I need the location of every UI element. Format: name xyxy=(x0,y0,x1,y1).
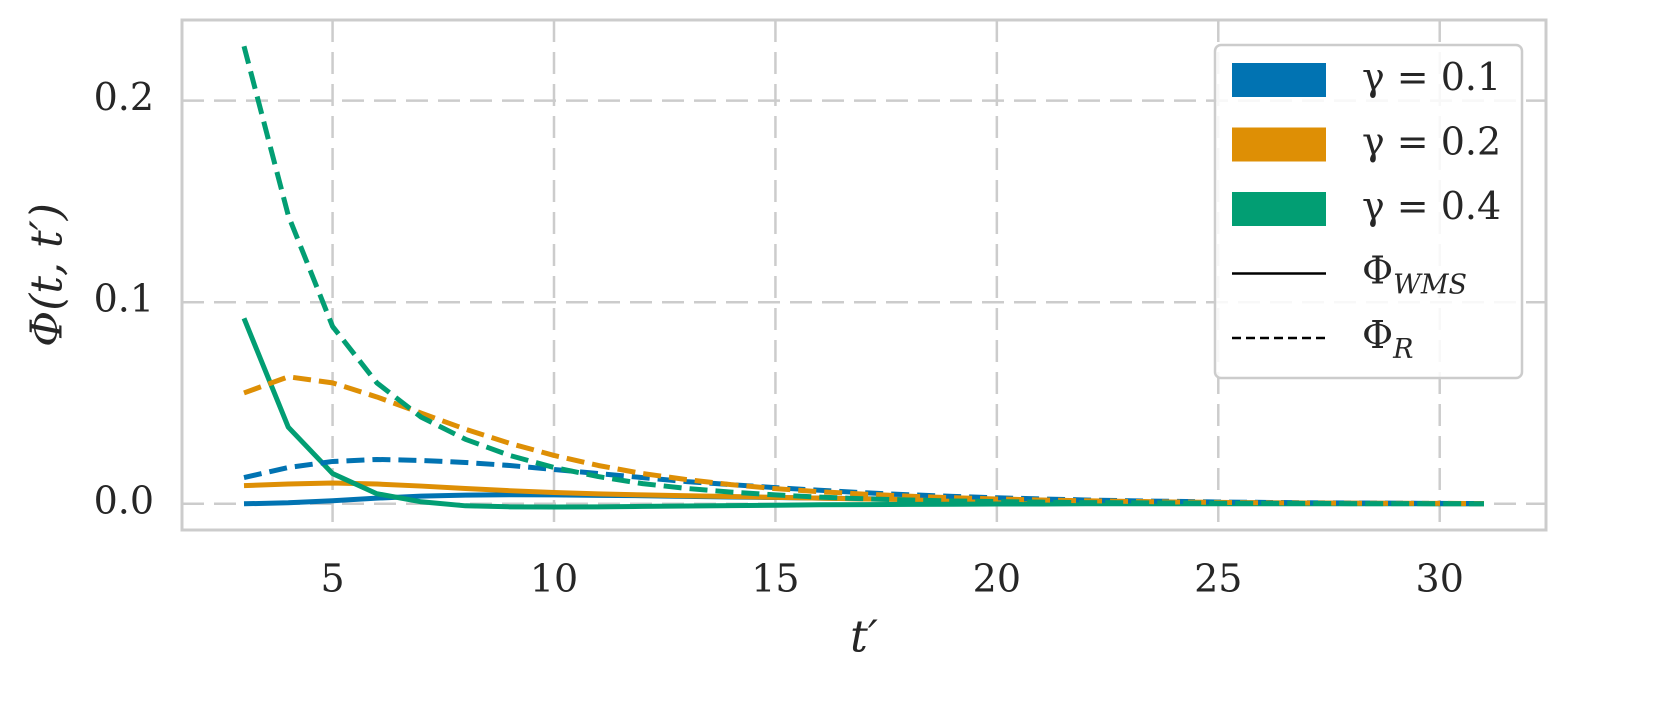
legend-label-main: γ = 0.2 xyxy=(1362,119,1501,163)
legend-label-main: Φ xyxy=(1362,313,1393,357)
legend-patch xyxy=(1232,63,1326,97)
legend-label: ΦWMS xyxy=(1362,248,1467,300)
x-tick-label: 15 xyxy=(751,557,799,601)
legend-label: γ = 0.1 xyxy=(1362,55,1501,99)
x-tick-label: 5 xyxy=(320,557,344,601)
legend-label-subscript: WMS xyxy=(1393,269,1467,300)
y-axis-label: Φ(t, t′) xyxy=(22,203,73,347)
y-tick-label: 0.1 xyxy=(94,277,154,321)
legend-label: γ = 0.4 xyxy=(1362,184,1501,228)
x-tick-label: 10 xyxy=(530,557,578,601)
x-axis-label: t′ xyxy=(850,612,878,663)
legend-patch xyxy=(1232,192,1326,226)
x-tick-label: 25 xyxy=(1194,557,1242,601)
x-tick-label: 30 xyxy=(1416,557,1464,601)
legend-label-main: γ = 0.4 xyxy=(1362,184,1501,228)
dashed-line xyxy=(241,45,1485,507)
legend-label-subscript: R xyxy=(1392,334,1413,365)
plot-frame xyxy=(180,18,1548,532)
y-tick-label: 0.2 xyxy=(94,75,154,119)
x-tick-label: 20 xyxy=(973,557,1021,601)
legend-label-main: Φ xyxy=(1362,248,1393,292)
dashed-line xyxy=(243,456,1485,507)
legend-label-main: γ = 0.1 xyxy=(1362,55,1501,99)
legend-label: γ = 0.2 xyxy=(1362,119,1501,163)
legend-label: ΦR xyxy=(1362,313,1414,365)
legend-patch xyxy=(1232,127,1326,162)
y-tick-label: 0.0 xyxy=(94,478,154,522)
